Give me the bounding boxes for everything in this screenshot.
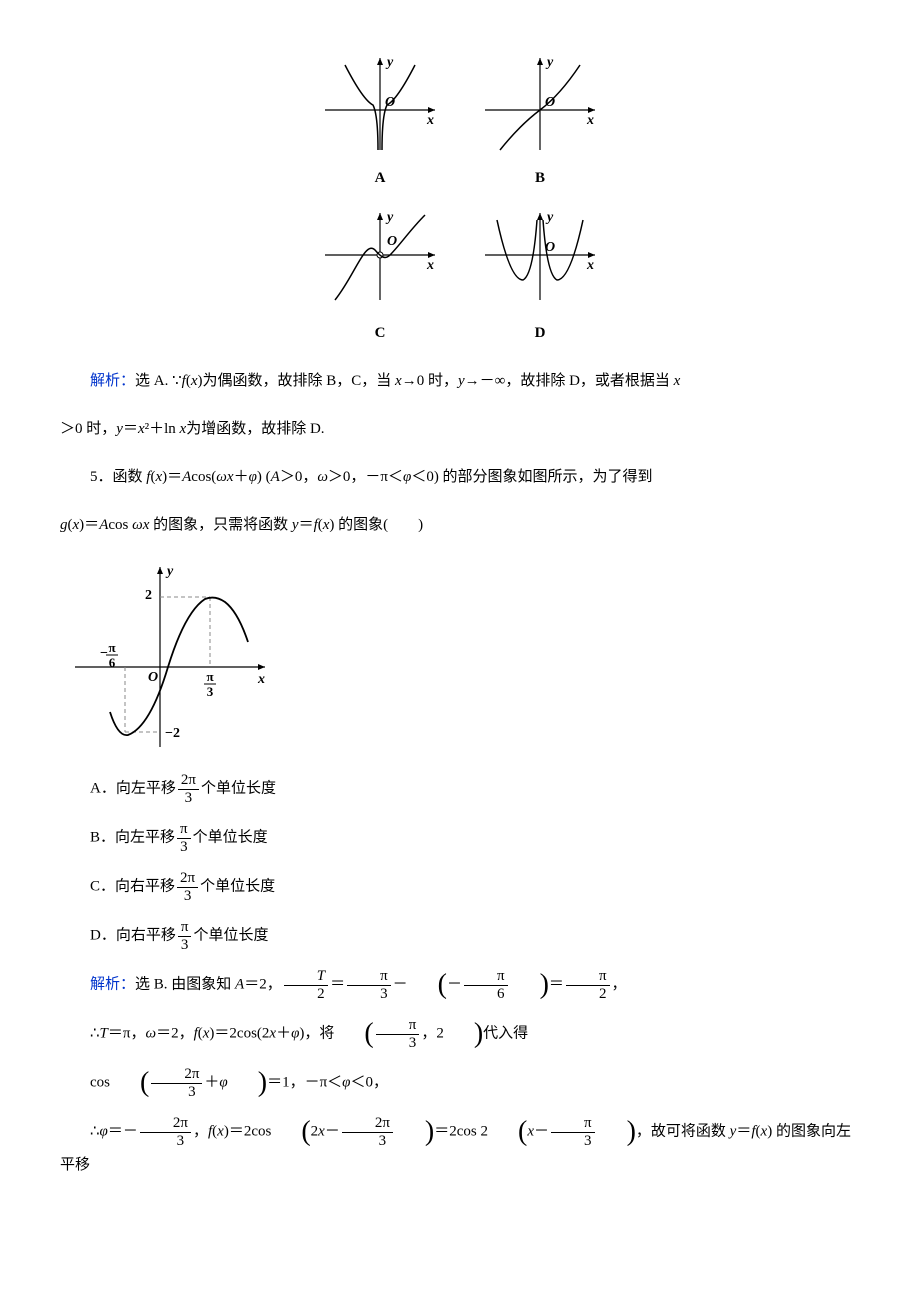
graph-D-svg: y x O [475,205,605,315]
graphs-row-1: y x O A y x O B [60,50,860,195]
explanation-5-line4: ∴φ＝－2π3，f(x)＝2cos(2x－2π3)＝2cos 2(x－π3)，故… [60,1115,860,1182]
graph-B-label: B [535,162,545,195]
graphs-row-2: y x O C y x O D [60,205,860,350]
figure-2: y x O 2 −2 − π 6 π 3 [60,557,860,757]
graph-D-label: D [535,317,546,350]
graph-A-label: A [375,162,386,195]
graph-D: y x O D [475,205,605,350]
explanation-4-line2: ＞0 时，y＝x²＋ln x为增函数，故排除 D. [60,413,860,446]
svg-text:y: y [165,564,174,579]
options-5: A．向左平移2π3个单位长度 B．向左平移π3个单位长度 C．向右平移2π3个单… [90,772,860,953]
option-B: B．向左平移π3个单位长度 [90,821,860,855]
option-D: D．向右平移π3个单位长度 [90,919,860,953]
svg-text:−: − [100,646,108,661]
graph-A: y x O A [315,50,445,195]
svg-text:x: x [257,672,265,687]
svg-text:−2: −2 [165,726,180,741]
svg-text:y: y [545,55,554,70]
figure-2-svg: y x O 2 −2 − π 6 π 3 [60,557,280,757]
graph-B-svg: y x O [475,50,605,160]
svg-text:x: x [586,113,594,128]
explanation-5-line3: cos(2π3＋φ)＝1，－π＜φ＜0， [60,1066,860,1100]
axis-x: x [426,113,434,128]
graph-B: y x O B [475,50,605,195]
explanation-4: 解析：选 A. ∵f(x)为偶函数，故排除 B，C，当 x→0 时，y→－∞，故… [60,365,860,398]
svg-text:y: y [545,210,554,225]
svg-text:x: x [586,258,594,273]
svg-text:3: 3 [207,684,214,699]
explanation-5-line2: ∴T＝π，ω＝2，f(x)＝2cos(2x＋φ)，将(π3，2)代入得 [60,1017,860,1051]
graph-C-svg: y x O [315,205,445,315]
graph-C-label: C [375,317,386,350]
graph-A-svg: y x O [315,50,445,160]
figure-1: y x O A y x O B [60,50,860,350]
axis-y: y [385,55,394,70]
graph-C: y x O C [315,205,445,350]
svg-text:2: 2 [145,588,152,603]
svg-text:6: 6 [109,655,116,670]
svg-text:O: O [148,670,158,685]
svg-text:π: π [108,640,115,655]
option-C: C．向右平移2π3个单位长度 [90,870,860,904]
question-5: 5．函数 f(x)＝Acos(ωx＋φ) (A＞0，ω＞0，－π＜φ＜0) 的部… [60,461,860,494]
svg-text:π: π [206,669,213,684]
explanation-label: 解析： [90,976,135,992]
svg-text:O: O [387,234,397,249]
option-A: A．向左平移2π3个单位长度 [90,772,860,806]
svg-text:x: x [426,258,434,273]
explanation-5-line1: 解析：选 B. 由图象知 A＝2，T2＝π3－(－π6)＝π2， [60,968,860,1002]
question-5-line2: g(x)＝Acos ωx 的图象，只需将函数 y＝f(x) 的图象( ) [60,509,860,542]
explanation-label: 解析： [90,373,135,389]
svg-text:y: y [385,210,394,225]
